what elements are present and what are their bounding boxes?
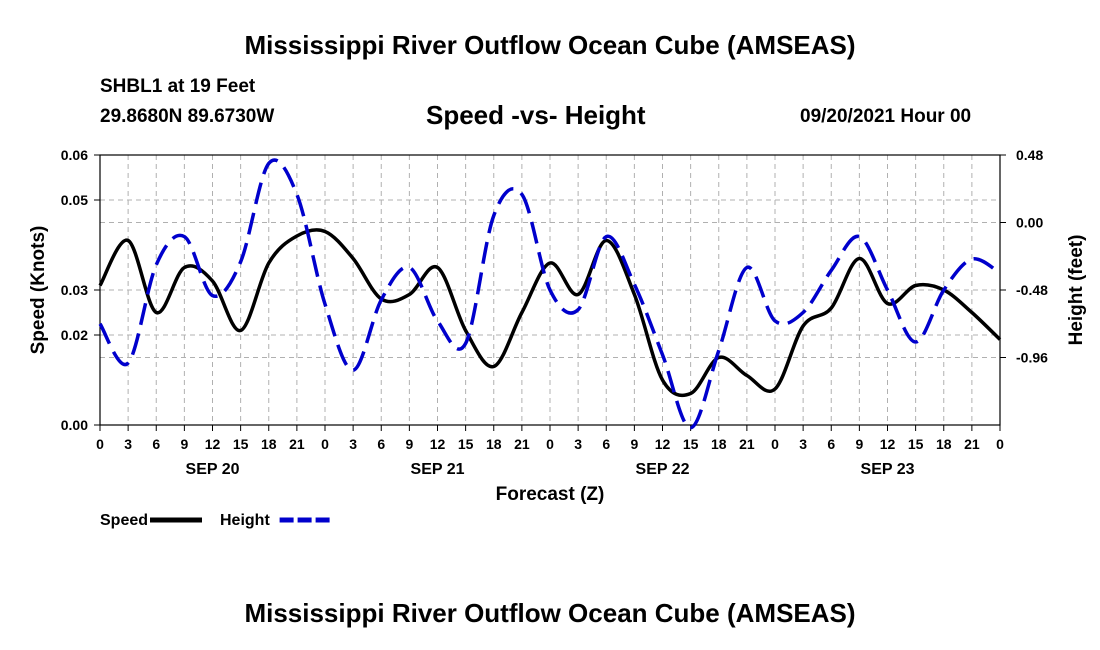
legend: Speed Height — [100, 512, 332, 529]
x-tick-label: 3 — [574, 436, 582, 452]
x-tick-label: 15 — [233, 436, 249, 452]
x-tick-label: 15 — [908, 436, 924, 452]
x-tick-label: 18 — [261, 436, 277, 452]
y-left-tick-label: 0.02 — [61, 327, 88, 343]
x-tick-label: 12 — [880, 436, 896, 452]
x-tick-label: 15 — [683, 436, 699, 452]
y-axis-left-label: Speed (Knots) — [28, 226, 49, 355]
plot-frame — [99, 154, 1001, 426]
x-tick-label: 12 — [205, 436, 221, 452]
day-label: SEP 23 — [861, 461, 915, 478]
y-left-tick-label: 0.03 — [61, 282, 88, 298]
x-tick-label: 3 — [349, 436, 357, 452]
x-tick-label: 9 — [405, 436, 413, 452]
y-left-tick-label: 0.06 — [61, 147, 88, 163]
chart-title: Mississippi River Outflow Ocean Cube (AM… — [244, 30, 856, 60]
x-tick-label: 0 — [96, 436, 104, 452]
y-left-tick-label: 0.00 — [61, 417, 88, 433]
x-tick-label: 6 — [602, 436, 610, 452]
y-right-tick-label: 0.00 — [1016, 215, 1043, 231]
x-tick-label: 15 — [458, 436, 474, 452]
series-line-height — [98, 158, 1001, 430]
legend-label-speed: Speed — [100, 512, 148, 529]
series-lines — [98, 158, 1002, 430]
x-tick-label: 9 — [180, 436, 188, 452]
legend-label-height: Height — [220, 512, 270, 529]
day-label: SEP 21 — [411, 461, 465, 478]
x-tick-label: 12 — [655, 436, 671, 452]
x-tick-label: 21 — [514, 436, 530, 452]
x-tick-label: 21 — [739, 436, 755, 452]
x-tick-label: 9 — [855, 436, 863, 452]
x-tick-label: 0 — [546, 436, 554, 452]
chart-subtitle: Speed -vs- Height — [426, 100, 646, 130]
x-axis-label: Forecast (Z) — [496, 484, 605, 505]
station-coordinates: 29.8680N 89.6730W — [100, 106, 275, 127]
day-label: SEP 20 — [186, 461, 240, 478]
x-tick-label: 0 — [771, 436, 779, 452]
x-tick-label: 21 — [289, 436, 305, 452]
station-label: SHBL1 at 19 Feet — [100, 76, 256, 97]
x-tick-label: 0 — [321, 436, 329, 452]
series-line-speed — [98, 228, 1002, 398]
y-right-tick-label: -0.48 — [1016, 282, 1048, 298]
y-right-tick-label: -0.96 — [1016, 350, 1048, 366]
x-tick-label: 21 — [964, 436, 980, 452]
y-axis-right-label: Height (feet) — [1066, 235, 1087, 346]
x-tick-label: 3 — [799, 436, 807, 452]
y-right-tick-label: 0.48 — [1016, 147, 1043, 163]
x-tick-label: 6 — [827, 436, 835, 452]
x-tick-label: 18 — [936, 436, 952, 452]
axes: 0 3 6 9 12 15 18 21 0 3 6 9 12 15 18 21 0 3 6 9 12 15 18 21 0 3 6 9… — [61, 147, 1048, 478]
x-tick-label: 18 — [486, 436, 502, 452]
forecast-date: 09/20/2021 Hour 00 — [800, 106, 972, 127]
x-tick-label: 12 — [430, 436, 446, 452]
footer-title: Mississippi River Outflow Ocean Cube (AM… — [244, 598, 856, 628]
day-label: SEP 22 — [636, 461, 690, 478]
x-tick-label: 6 — [152, 436, 160, 452]
x-tick-label: 9 — [630, 436, 638, 452]
x-tick-label: 6 — [377, 436, 385, 452]
x-tick-label: 18 — [711, 436, 727, 452]
y-left-tick-label: 0.05 — [61, 192, 88, 208]
x-tick-label: 3 — [124, 436, 132, 452]
x-tick-label: 0 — [996, 436, 1004, 452]
